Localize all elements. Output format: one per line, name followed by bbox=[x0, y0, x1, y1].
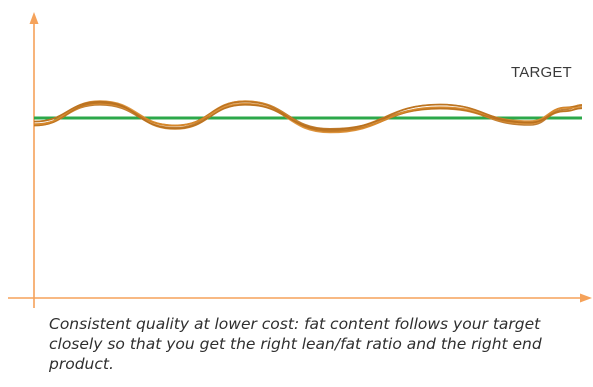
wave-strand bbox=[33, 100, 583, 130]
fat-content-wave bbox=[33, 100, 583, 134]
y-axis-arrow-icon bbox=[29, 12, 39, 24]
x-axis-arrow-icon bbox=[580, 293, 592, 303]
target-label: TARGET bbox=[511, 64, 572, 81]
wave-strand bbox=[33, 100, 583, 134]
fat-content-diagram bbox=[8, 12, 592, 308]
wave-strand bbox=[33, 100, 583, 131]
diagram-caption: Consistent quality at lower cost: fat co… bbox=[49, 315, 542, 373]
